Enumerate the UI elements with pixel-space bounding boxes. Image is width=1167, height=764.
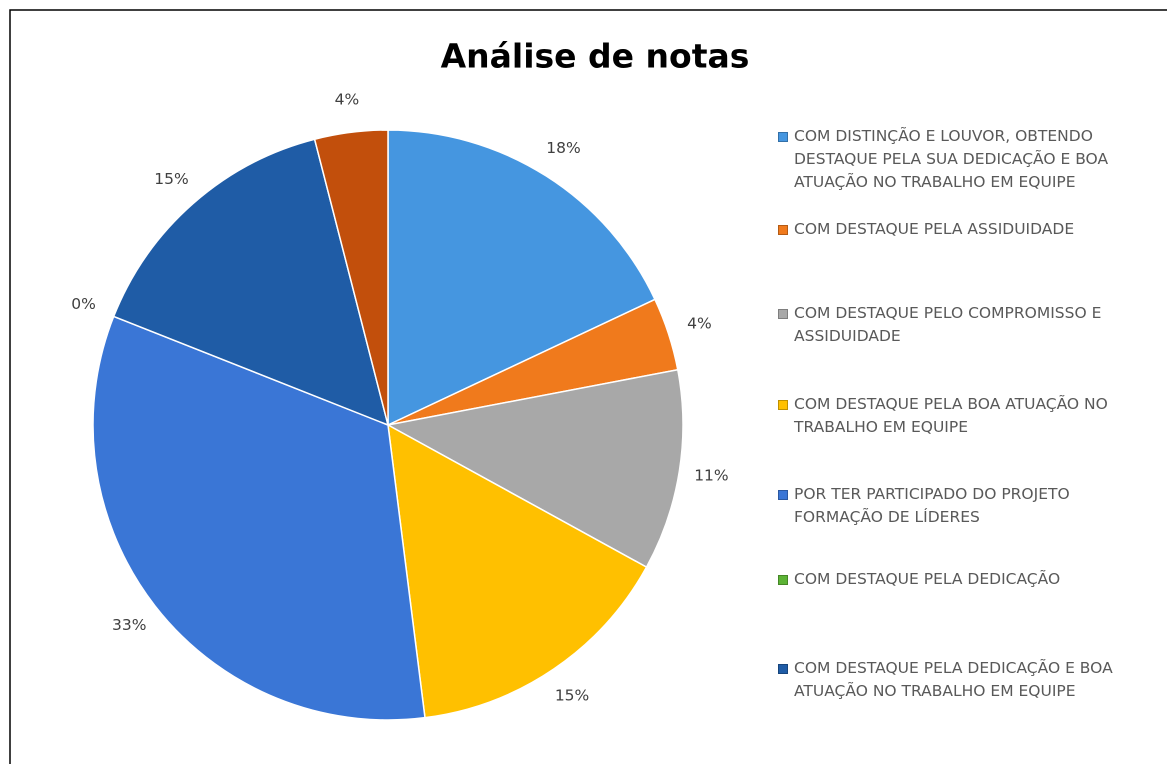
legend-item: COM DESTAQUE PELA BOA ATUAÇÃO NO TRABALH… xyxy=(778,393,1163,439)
legend-label: COM DESTAQUE PELA ASSIDUIDADE xyxy=(794,220,1075,238)
legend-swatch xyxy=(778,225,788,235)
data-label: 0% xyxy=(71,295,96,313)
legend-label: COM DESTAQUE PELA BOA ATUAÇÃO NO TRABALH… xyxy=(794,395,1108,436)
data-label: 15% xyxy=(555,686,589,704)
legend-item: POR TER PARTICIPADO DO PROJETO FORMAÇÃO … xyxy=(778,483,1163,529)
pie-slice xyxy=(385,368,684,569)
chart-title: Análise de notas xyxy=(441,37,750,76)
legend-label: COM DISTINÇÃO E LOUVOR, OBTENDO DESTAQUE… xyxy=(794,127,1109,191)
pie-slice xyxy=(313,129,389,426)
legend-label: COM DESTAQUE PELA DEDICAÇÃO xyxy=(794,570,1061,588)
data-label: 15% xyxy=(154,170,188,188)
legend-swatch xyxy=(778,309,788,319)
pie-slice xyxy=(387,129,656,427)
legend-swatch xyxy=(778,400,788,410)
legend-item: COM DESTAQUE PELO COMPROMISSO E ASSIDUID… xyxy=(778,302,1163,348)
legend-label: COM DESTAQUE PELA DEDICAÇÃO E BOA ATUAÇÃ… xyxy=(794,659,1113,700)
data-label: 11% xyxy=(694,467,728,485)
data-label: 18% xyxy=(546,139,580,157)
legend-item: COM DESTAQUE PELA DEDICAÇÃO xyxy=(778,568,1163,591)
pie-slice xyxy=(92,315,426,721)
legend-label: POR TER PARTICIPADO DO PROJETO FORMAÇÃO … xyxy=(794,485,1070,526)
legend-item: COM DISTINÇÃO E LOUVOR, OBTENDO DESTAQUE… xyxy=(778,125,1163,194)
data-label: 4% xyxy=(335,91,360,109)
legend-item: COM DESTAQUE PELA DEDICAÇÃO E BOA ATUAÇÃ… xyxy=(778,657,1163,703)
legend-item: COM DESTAQUE PELA ASSIDUIDADE xyxy=(778,218,1163,241)
legend-swatch xyxy=(778,575,788,585)
data-label: 4% xyxy=(687,314,712,332)
data-label: 33% xyxy=(112,616,146,634)
chart-border xyxy=(9,9,1167,764)
legend-swatch xyxy=(778,132,788,142)
legend-swatch xyxy=(778,664,788,674)
legend-label: COM DESTAQUE PELO COMPROMISSO E ASSIDUID… xyxy=(794,304,1102,345)
pie-slice xyxy=(387,423,648,719)
legend-swatch xyxy=(778,490,788,500)
pie-slice xyxy=(112,138,390,427)
